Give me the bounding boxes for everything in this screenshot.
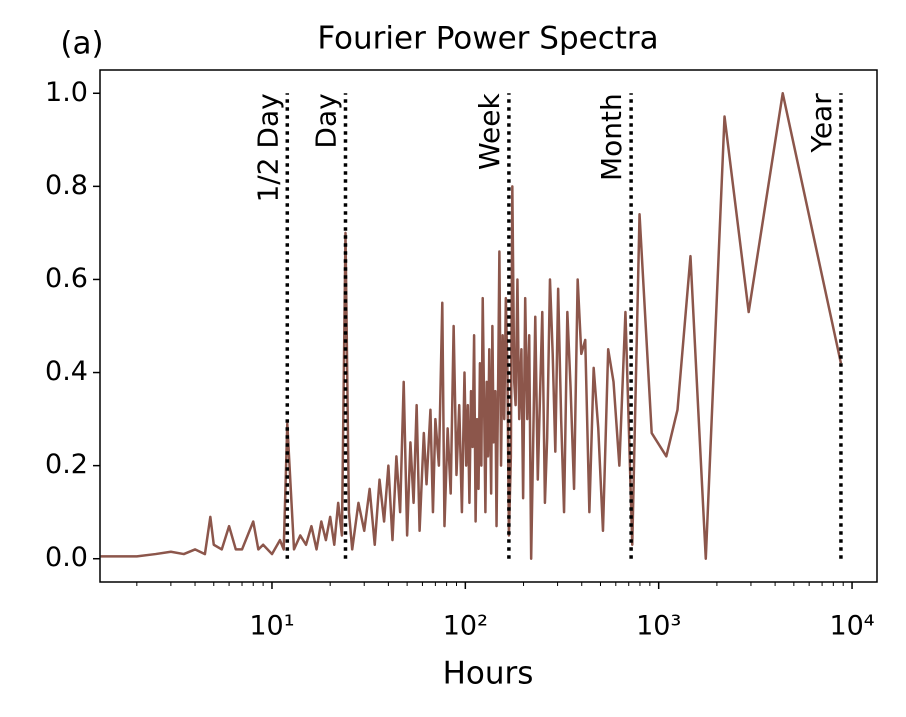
x-axis-label: Hours (443, 656, 534, 692)
plot-frame (99, 69, 878, 583)
spectrum-line (100, 92, 843, 560)
y-tick-label: 0.8 (45, 170, 88, 201)
y-tick-label: 0.2 (45, 449, 88, 480)
reference-label: Year (805, 93, 838, 154)
reference-label: Day (309, 93, 342, 148)
y-tick-label: 0.4 (45, 356, 88, 387)
reference-label: Month (595, 93, 628, 181)
x-tick-label: 10² (443, 611, 488, 642)
x-tick-label: 10¹ (249, 611, 294, 642)
y-tick-label: 1.0 (45, 77, 88, 108)
panel-label: (a) (60, 26, 103, 62)
chart-title: Fourier Power Spectra (317, 21, 658, 57)
y-tick-label: 0.6 (45, 263, 88, 294)
x-tick-label: 10⁴ (829, 611, 874, 642)
y-tick-label: 0.0 (45, 542, 88, 573)
reference-label: Week (473, 92, 506, 169)
reference-label: 1/2 Day (251, 93, 284, 202)
x-tick-label: 10³ (636, 611, 681, 642)
